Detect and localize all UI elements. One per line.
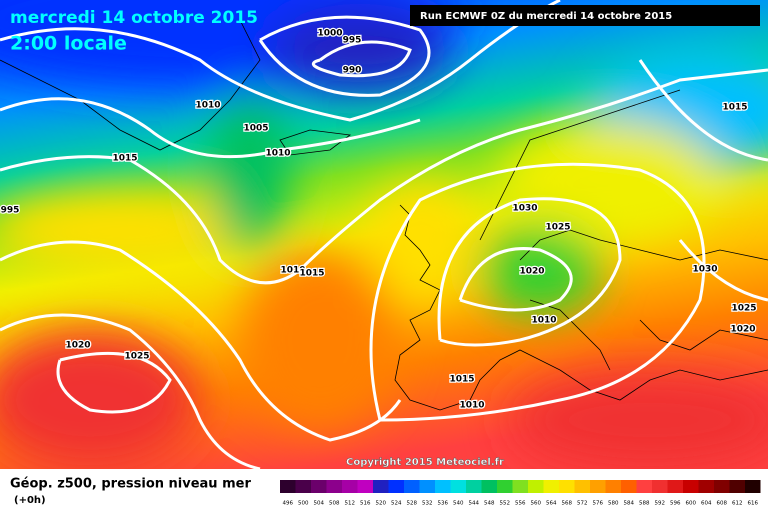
scale-label: 528 xyxy=(407,501,418,507)
scale-label: 584 xyxy=(624,501,635,507)
isobar-label: 1010 xyxy=(265,149,290,159)
isobar-label: 1030 xyxy=(512,204,537,214)
scale-label: 592 xyxy=(655,501,666,507)
scale-cell xyxy=(419,480,435,493)
isobar-label: 1020 xyxy=(730,325,755,335)
scale-cell xyxy=(543,480,559,493)
scale-cell xyxy=(497,480,513,493)
scale-cell xyxy=(636,480,652,493)
scale-cell xyxy=(528,480,544,493)
scale-cell xyxy=(481,480,497,493)
isobar-label: 1005 xyxy=(243,124,268,134)
scale-cell xyxy=(574,480,590,493)
scale-label: 600 xyxy=(686,501,697,507)
copyright: Copyright 2015 Meteociel.fr xyxy=(346,457,504,468)
scale-label: 536 xyxy=(438,501,449,507)
scale-cell xyxy=(357,480,373,493)
scale-cell xyxy=(404,480,420,493)
coastlines xyxy=(0,19,768,411)
scale-cell xyxy=(729,480,745,493)
run-label: Run ECMWF 0Z du mercredi 14 octobre 2015 xyxy=(420,11,672,22)
isobar-label: 1015 xyxy=(722,103,747,113)
isobar-label: 1010 xyxy=(531,316,556,326)
scale-label: 504 xyxy=(314,501,325,507)
scale-label: 596 xyxy=(670,501,681,507)
scale-label: 524 xyxy=(391,501,402,507)
scale-label: 588 xyxy=(639,501,650,507)
isobar-label: 1015 xyxy=(112,154,137,164)
scale-cell xyxy=(590,480,606,493)
scale-label: 572 xyxy=(577,501,588,507)
scale-label: 548 xyxy=(484,501,495,507)
scale-label: 532 xyxy=(422,501,433,507)
scale-cell xyxy=(605,480,621,493)
scale-label: 576 xyxy=(593,501,604,507)
isobar-label: 1020 xyxy=(519,267,544,277)
isobar-label: 1000 xyxy=(317,29,342,39)
scale-cell xyxy=(311,480,327,493)
scale-cell xyxy=(714,480,730,493)
scale-label: 540 xyxy=(453,501,464,507)
legend-title: Géop. z500, pression niveau mer xyxy=(10,477,251,492)
scale-cell xyxy=(280,480,296,493)
isobar-label: 995 xyxy=(1,206,20,216)
isobar-label: 1025 xyxy=(124,352,149,362)
scale-cell xyxy=(698,480,714,493)
scale-cell xyxy=(667,480,683,493)
isobar-label: 1010 xyxy=(459,401,484,411)
isobar-label: 1015 xyxy=(449,375,474,385)
scale-label: 552 xyxy=(500,501,511,507)
scale-label: 512 xyxy=(345,501,356,507)
date-title: mercredi 14 octobre 2015 xyxy=(10,8,258,28)
scale-label: 612 xyxy=(732,501,743,507)
scale-label: 556 xyxy=(515,501,526,507)
scale-cell xyxy=(683,480,699,493)
scale-label: 544 xyxy=(469,501,480,507)
scale-cell xyxy=(342,480,358,493)
scale-label: 608 xyxy=(717,501,728,507)
isobar-label: 1025 xyxy=(731,304,756,314)
isobar-label: 990 xyxy=(343,66,362,76)
scale-cell xyxy=(652,480,668,493)
scale-label: 580 xyxy=(608,501,619,507)
scale-cell xyxy=(512,480,528,493)
map-area: 1000995990101010051010101599510101015102… xyxy=(0,0,768,469)
isobar-labels: 1000995990101010051010101599510101015102… xyxy=(0,27,758,412)
legend-lead: (+0h) xyxy=(14,495,46,506)
scale-cell xyxy=(295,480,311,493)
field-shading xyxy=(0,0,768,469)
isobar-label: 1020 xyxy=(65,341,90,351)
isobar-label: 1025 xyxy=(545,223,570,233)
isobar-label: 1030 xyxy=(692,265,717,275)
isobars xyxy=(0,0,768,469)
run-box xyxy=(410,5,760,26)
scale-cell xyxy=(450,480,466,493)
scale-label: 568 xyxy=(562,501,573,507)
scale-cell xyxy=(388,480,404,493)
scale-cell xyxy=(326,480,342,493)
isobar-label: 1010 xyxy=(195,101,220,111)
scale-label: 564 xyxy=(546,501,557,507)
scale-label: 616 xyxy=(748,501,759,507)
color-scale: 496 500 504 508 512 516 520 524 528 532 536 540 544 5… xyxy=(280,480,761,507)
scale-cell xyxy=(373,480,389,493)
scale-cell xyxy=(621,480,637,493)
scale-label: 500 xyxy=(298,501,309,507)
scale-label: 520 xyxy=(376,501,387,507)
scale-cell xyxy=(435,480,451,493)
isobar-label: 995 xyxy=(343,36,362,46)
scale-label: 496 xyxy=(283,501,294,507)
isobar-label: 1010 xyxy=(280,266,305,276)
scale-label: 516 xyxy=(360,501,371,507)
scale-label: 604 xyxy=(701,501,712,507)
scale-cell xyxy=(466,480,482,493)
time-title: 2:00 locale xyxy=(10,33,127,55)
scale-label: 560 xyxy=(531,501,542,507)
isobar-label: 1015 xyxy=(299,269,324,279)
scale-cell xyxy=(745,480,761,493)
scale-label: 508 xyxy=(329,501,340,507)
scale-cell xyxy=(559,480,575,493)
